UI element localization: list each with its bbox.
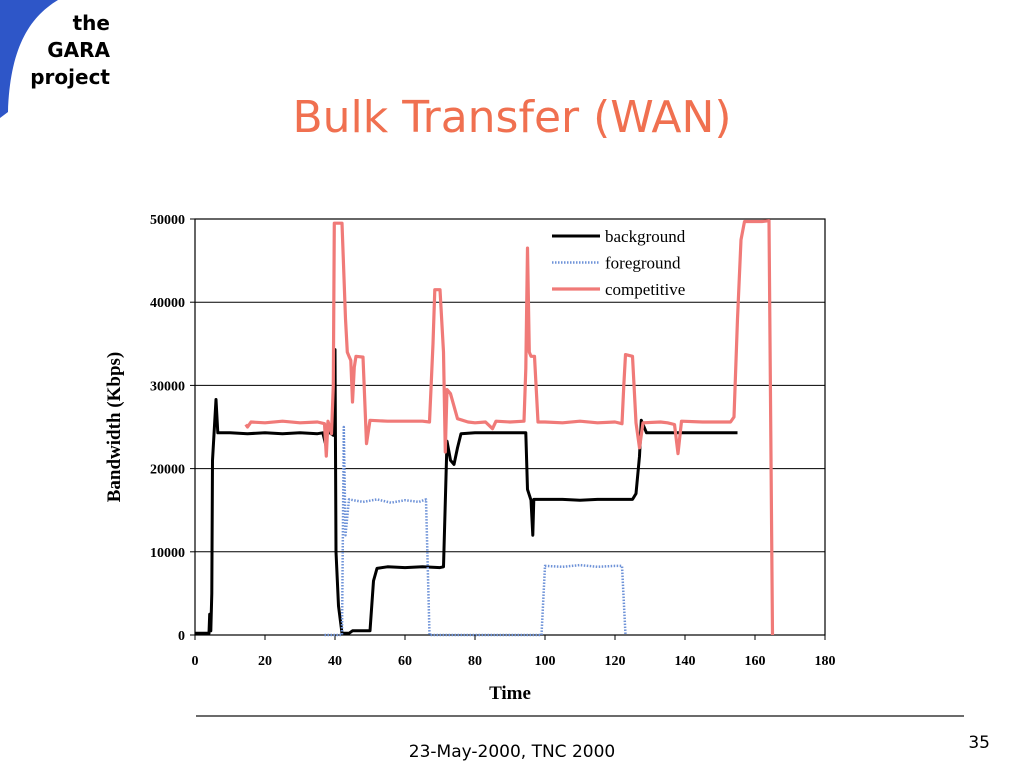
footer-text: 23-May-2000, TNC 2000 xyxy=(408,742,616,762)
x-tick-label: 180 xyxy=(815,654,836,669)
logo-line-gara: GARA xyxy=(47,38,110,62)
logo-line-project: project xyxy=(30,65,110,89)
y-tick-label: 10000 xyxy=(150,546,185,561)
logo-swoosh xyxy=(0,0,58,118)
y-tick-label: 0 xyxy=(178,629,185,644)
x-tick-label: 20 xyxy=(258,654,272,669)
footer-rule xyxy=(196,715,964,717)
x-tick-label: 0 xyxy=(192,654,199,669)
x-axis-label: Time xyxy=(489,683,531,704)
y-axis-label: Bandwidth (Kbps) xyxy=(104,352,125,502)
series-line-competitive xyxy=(244,219,775,636)
x-tick-label: 140 xyxy=(675,654,696,669)
x-tick-label: 120 xyxy=(605,654,626,669)
x-tick-label: 60 xyxy=(398,654,412,669)
legend-label-foreground: foreground xyxy=(605,254,681,273)
project-logo-text: the GARA project xyxy=(0,10,110,91)
logo-line-the: the xyxy=(72,11,110,35)
series-line-background xyxy=(195,348,738,635)
plot-area xyxy=(194,218,826,636)
x-axis-ticks: 0 20 40 60 80 100 120 140 160 180 xyxy=(192,635,836,669)
y-tick-label: 40000 xyxy=(150,296,185,311)
slide-title: Bulk Transfer (WAN) xyxy=(292,92,732,143)
legend-label-background: background xyxy=(605,227,686,246)
x-tick-label: 160 xyxy=(745,654,766,669)
legend: background foreground competitive xyxy=(552,227,686,299)
x-tick-label: 40 xyxy=(328,654,342,669)
y-tick-label: 50000 xyxy=(150,213,185,228)
slide-number: 35 xyxy=(968,733,990,753)
y-axis-ticks: 0 10000 20000 30000 40000 50000 xyxy=(150,213,195,644)
x-tick-label: 80 xyxy=(468,654,482,669)
series-group xyxy=(195,219,775,637)
y-tick-label: 20000 xyxy=(150,463,185,478)
legend-label-competitive: competitive xyxy=(605,280,685,299)
plot-grid xyxy=(195,301,825,553)
x-tick-label: 100 xyxy=(535,654,556,669)
series-line-foreground xyxy=(324,425,627,637)
y-tick-label: 30000 xyxy=(150,379,185,394)
